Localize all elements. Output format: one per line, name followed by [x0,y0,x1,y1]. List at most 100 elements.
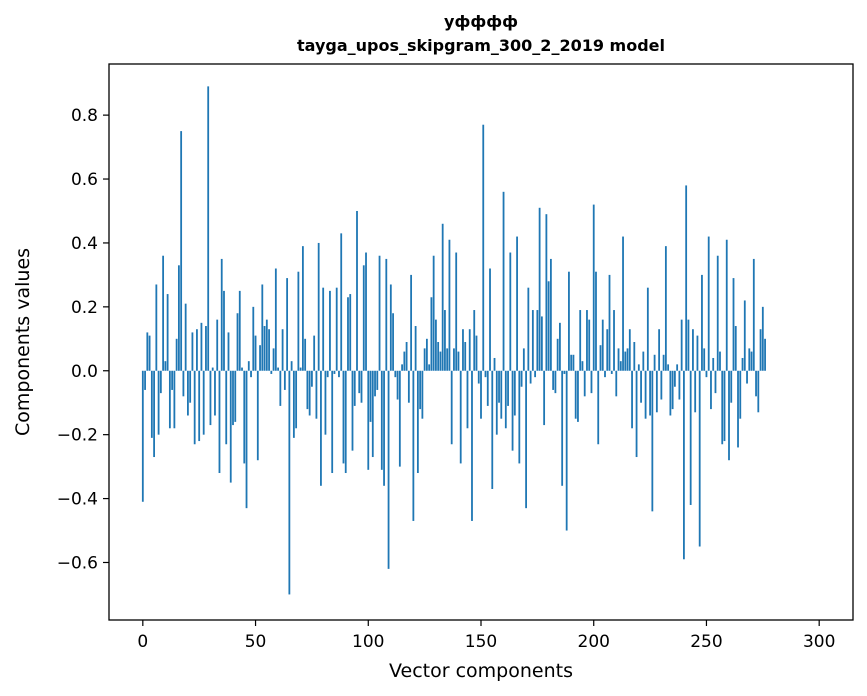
bar [277,367,279,371]
bar [227,332,230,371]
bar [606,329,609,371]
bar [301,246,304,371]
bar [646,287,649,371]
bar [741,357,744,371]
bar [559,322,561,371]
bar [563,370,566,374]
bar [214,370,216,416]
bar [518,370,521,464]
bar [232,370,234,426]
bar [171,370,174,390]
bar [347,297,349,371]
x-tick-label: 150 [465,632,497,652]
bar [155,284,158,371]
bar [599,345,602,371]
x-axis-label: Vector components [389,660,573,682]
bar [746,370,748,384]
bar [207,86,210,371]
y-tick-label: 0.4 [71,234,98,254]
bar [173,370,176,429]
bar [182,370,185,397]
bar [572,354,575,371]
bar [218,370,221,474]
bar [534,370,537,378]
bar [146,332,149,371]
x-tick-label: 300 [803,632,835,652]
bar [216,319,219,371]
bar [628,329,631,371]
bar [583,370,586,397]
bar [694,370,697,413]
bar [297,271,300,371]
bar [466,370,469,429]
bar [538,207,541,371]
bar [389,284,392,371]
bar [371,370,374,458]
bar [531,310,534,371]
bar [349,294,352,371]
bar [480,370,482,419]
bar [421,370,424,419]
bar [306,370,309,410]
bar [486,370,489,406]
bar [162,255,165,371]
bar [468,329,471,371]
bar [577,370,579,422]
bar [671,370,674,410]
bar [473,310,476,371]
bar [407,370,410,403]
bar [680,319,683,371]
bar [601,319,604,371]
bar [448,239,451,371]
bar [369,370,372,422]
y-tick-label: 0.6 [71,170,98,190]
bar [193,370,196,445]
y-tick-label: −0.4 [57,490,98,510]
bar [710,370,712,410]
bar [315,370,318,419]
bar [728,370,730,461]
bar [223,290,225,371]
y-tick-label: 0.0 [71,362,98,382]
bar [595,271,597,371]
bar [250,370,252,378]
bar [556,338,559,371]
bar [522,348,525,371]
bar [335,287,338,371]
bar [689,370,692,505]
bar [331,370,334,474]
bar [292,370,295,438]
bar [261,284,264,371]
bar [202,370,205,435]
bar [484,370,487,378]
bar [259,345,261,371]
bar [191,332,194,371]
bar [471,370,473,521]
bar [234,370,237,422]
bar [168,370,171,429]
bar [705,370,708,378]
bar [581,361,584,371]
bar [511,370,514,451]
bar [317,242,320,371]
bar [209,370,212,426]
bar [245,370,248,509]
bar [698,370,701,547]
bar [761,306,764,371]
bar [714,370,717,394]
bar [211,367,214,371]
bar [428,364,431,371]
bar [380,370,383,470]
bar [200,322,203,371]
bar [141,370,144,502]
y-tick-label: 0.8 [71,106,98,126]
bar [229,370,232,483]
bar [263,326,266,371]
bar [570,354,573,371]
bar [329,290,331,371]
bar [536,310,539,371]
bar [552,370,555,390]
bar [360,370,363,403]
bar [419,370,422,410]
bar [378,255,381,371]
